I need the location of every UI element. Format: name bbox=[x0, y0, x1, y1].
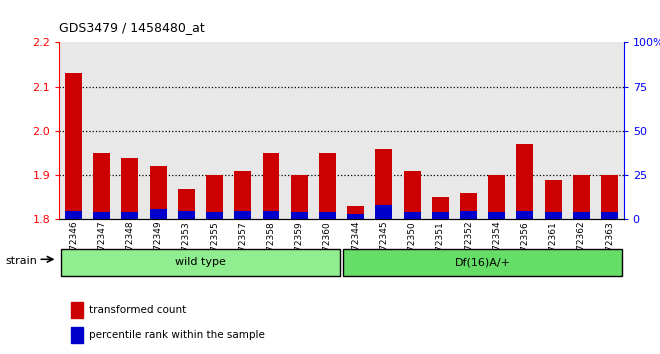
Bar bbox=[347, 206, 364, 219]
Bar bbox=[206, 212, 223, 219]
Bar bbox=[93, 153, 110, 219]
Bar bbox=[121, 158, 139, 219]
Text: transformed count: transformed count bbox=[89, 305, 186, 315]
Bar bbox=[517, 144, 533, 219]
Bar bbox=[376, 205, 392, 219]
Bar bbox=[121, 212, 139, 219]
Bar bbox=[291, 175, 308, 219]
Bar bbox=[544, 212, 562, 219]
Bar bbox=[460, 211, 477, 219]
Bar bbox=[150, 166, 166, 219]
Bar bbox=[601, 175, 618, 219]
Bar bbox=[178, 211, 195, 219]
Bar bbox=[65, 74, 82, 219]
Bar bbox=[404, 171, 420, 219]
Bar bbox=[601, 212, 618, 219]
Bar bbox=[234, 211, 251, 219]
Text: wild type: wild type bbox=[175, 257, 226, 267]
Bar bbox=[234, 171, 251, 219]
Text: GDS3479 / 1458480_at: GDS3479 / 1458480_at bbox=[59, 21, 205, 34]
Bar bbox=[376, 149, 392, 219]
FancyBboxPatch shape bbox=[343, 249, 622, 276]
Bar bbox=[488, 175, 505, 219]
Bar bbox=[573, 175, 590, 219]
Bar bbox=[573, 212, 590, 219]
Bar bbox=[319, 212, 336, 219]
Bar bbox=[263, 153, 279, 219]
Bar bbox=[347, 214, 364, 219]
Bar bbox=[544, 179, 562, 219]
Bar bbox=[432, 197, 449, 219]
Bar bbox=[93, 212, 110, 219]
Text: percentile rank within the sample: percentile rank within the sample bbox=[89, 330, 265, 340]
Bar bbox=[319, 153, 336, 219]
Bar bbox=[432, 212, 449, 219]
Bar bbox=[291, 212, 308, 219]
Bar bbox=[65, 211, 82, 219]
Bar bbox=[404, 212, 420, 219]
Text: Df(16)A/+: Df(16)A/+ bbox=[455, 257, 511, 267]
FancyBboxPatch shape bbox=[61, 249, 340, 276]
Text: strain: strain bbox=[5, 256, 37, 266]
Bar bbox=[206, 175, 223, 219]
Bar bbox=[460, 193, 477, 219]
Bar bbox=[488, 212, 505, 219]
Bar bbox=[517, 211, 533, 219]
Bar bbox=[150, 209, 166, 219]
Bar bbox=[178, 188, 195, 219]
Bar bbox=[71, 327, 83, 343]
Bar bbox=[71, 302, 83, 318]
Bar bbox=[263, 211, 279, 219]
